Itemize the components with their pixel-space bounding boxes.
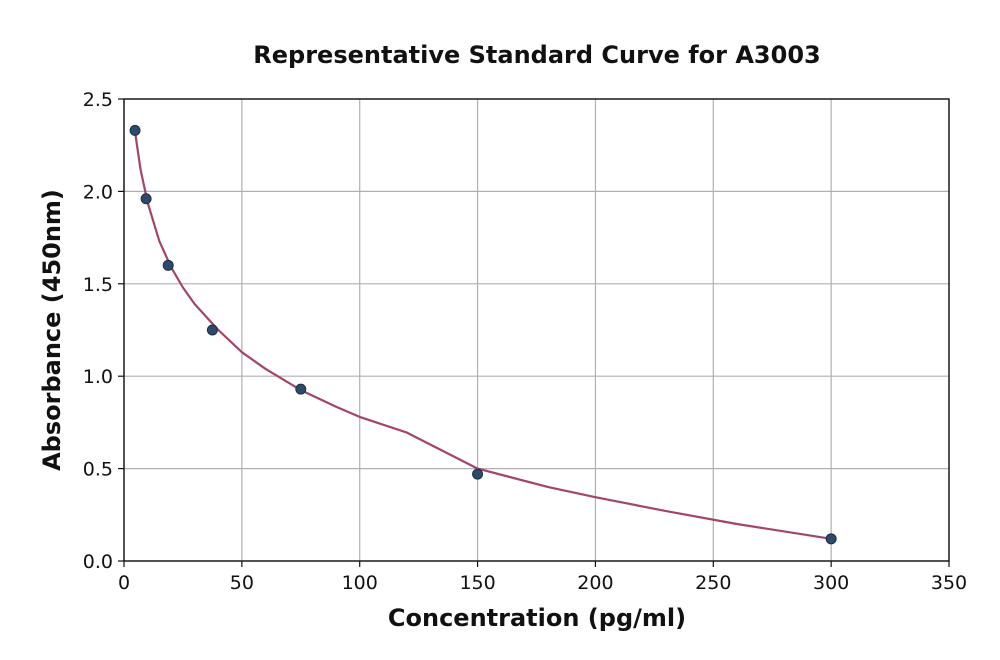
- data-point: [295, 383, 307, 395]
- x-tick-label: 350: [931, 572, 967, 594]
- y-tick-label: 1.5: [83, 274, 113, 296]
- y-tick-label: 0.0: [83, 551, 113, 573]
- data-point: [129, 124, 141, 136]
- data-points: [129, 124, 837, 545]
- x-axis-label: Concentration (pg/ml): [388, 604, 686, 632]
- plot-frame: [123, 98, 950, 562]
- y-axis-ticks: 0.0 0.5 1.0 1.5 2.0 2.5: [83, 89, 124, 573]
- y-tick-label: 0.5: [83, 459, 113, 481]
- fit-curve: [134, 132, 832, 540]
- x-tick-label: 200: [577, 572, 613, 594]
- data-point: [472, 468, 484, 480]
- y-tick-label: 2.5: [83, 89, 113, 111]
- data-point: [162, 259, 174, 271]
- x-tick-label: 100: [342, 572, 378, 594]
- x-tick-label: 0: [118, 572, 130, 594]
- x-axis-ticks: 0 50 100 150 200 250 300 350: [118, 561, 967, 594]
- data-point: [825, 533, 837, 545]
- y-tick-label: 1.0: [83, 366, 113, 388]
- x-tick-label: 150: [459, 572, 495, 594]
- chart-title: Representative Standard Curve for A3003: [253, 41, 820, 69]
- y-axis-label: Absorbance (450nm): [38, 189, 66, 471]
- fit-curve-line: [134, 132, 832, 540]
- y-tick-label: 2.0: [83, 181, 113, 203]
- data-point: [206, 324, 218, 336]
- x-tick-label: 50: [230, 572, 254, 594]
- x-tick-label: 250: [695, 572, 731, 594]
- data-point: [140, 193, 152, 205]
- x-tick-label: 300: [813, 572, 849, 594]
